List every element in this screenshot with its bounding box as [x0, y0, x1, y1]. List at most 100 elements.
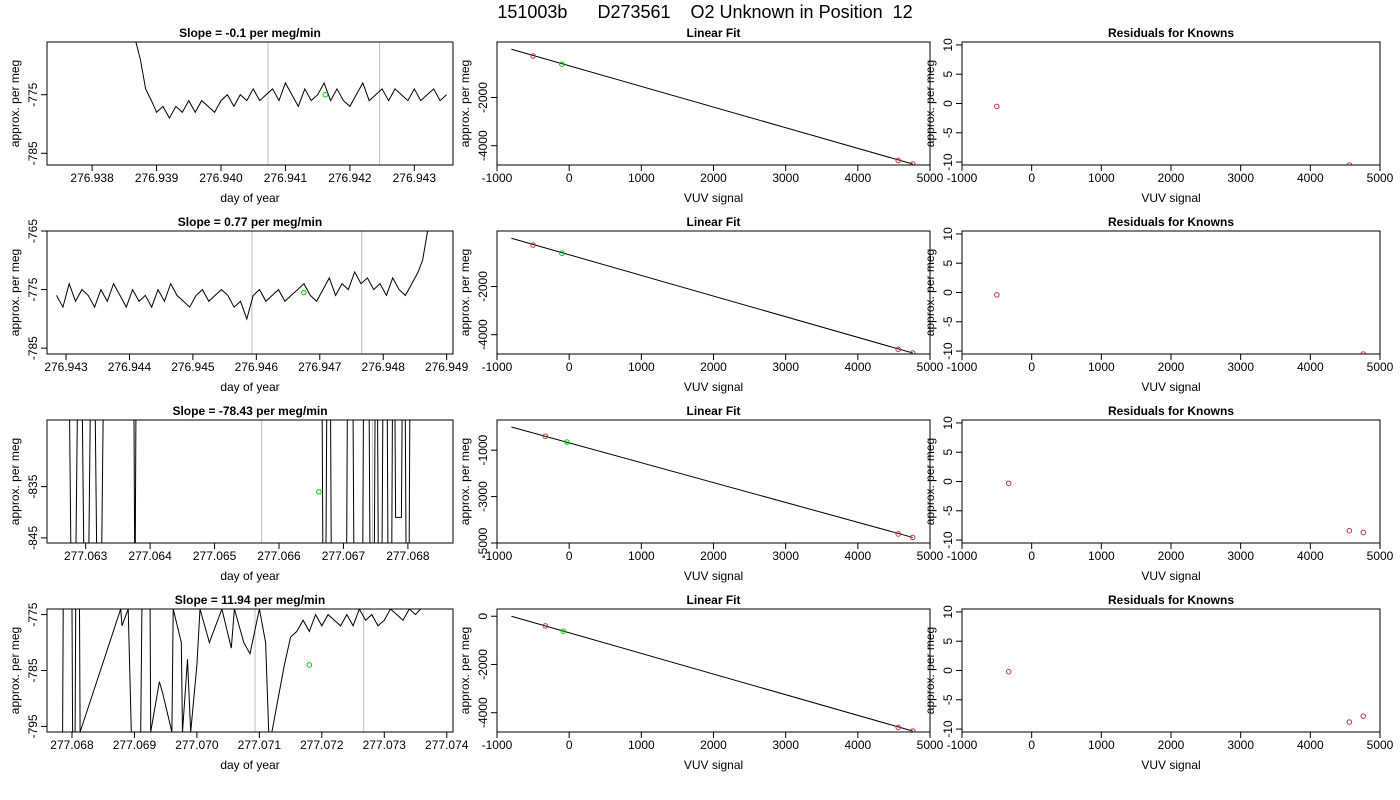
x-tick-label: 2000: [700, 738, 727, 752]
x-tick-label: 277.067: [322, 549, 366, 563]
x-tick-label: -1000: [482, 738, 513, 752]
y-tick-label: -2000: [476, 82, 490, 113]
x-tick-label: 1000: [628, 360, 655, 374]
x-tick-label: -1000: [947, 549, 978, 563]
panel-title: Linear Fit: [686, 404, 740, 418]
x-tick-label: -1000: [482, 171, 513, 185]
data-point: [301, 289, 307, 296]
x-tick-label: 276.941: [264, 171, 308, 185]
x-axis-label: VUV signal: [684, 758, 743, 772]
data-point: [895, 157, 902, 164]
data-point: [994, 103, 1000, 110]
x-tick-label: 277.074: [425, 738, 469, 752]
x-tick-label: 277.065: [193, 549, 237, 563]
x-tick-label: 2000: [700, 171, 727, 185]
plot-area: [56, 231, 429, 354]
data-point: [559, 250, 565, 256]
plot-frame: [496, 230, 931, 355]
x-tick-label: 5000: [917, 738, 944, 752]
plot-area: [511, 237, 916, 354]
x-tick-label: 277.068: [50, 738, 94, 752]
y-tick-label: -2000: [476, 271, 490, 302]
x-tick-label: -1000: [947, 360, 978, 374]
x-tick-label: 0: [566, 360, 573, 374]
x-tick-label: 0: [1028, 738, 1035, 752]
y-tick-label: -4000: [476, 697, 490, 728]
panel-linear-fit-4: Linear Fit VUV signal approx. per meg -1000…: [458, 593, 944, 772]
panel-timeseries-3: Slope = -78.43 per meg/min day of year app…: [8, 404, 454, 583]
y-tick-label: -795: [26, 714, 40, 738]
data-point: [322, 91, 329, 98]
x-tick-label: 1000: [1088, 549, 1115, 563]
panel-title: Residuals for Knowns: [1108, 26, 1234, 40]
data-point: [895, 346, 902, 353]
plot-area: [994, 292, 1367, 354]
series-line: [56, 231, 429, 321]
x-tick-label: 276.942: [328, 171, 372, 185]
plot-frame: [46, 608, 454, 733]
panel-linear-fit-2: Linear Fit VUV signal approx. per meg -1000…: [458, 215, 944, 394]
x-tick-label: 277.069: [113, 738, 157, 752]
x-tick-label: 276.943: [44, 360, 88, 374]
panel-title: Linear Fit: [686, 215, 740, 229]
plot-frame: [961, 608, 1381, 733]
x-tick-label: 277.070: [175, 738, 219, 752]
plot-frame: [46, 419, 454, 544]
panel-residuals-3: Residuals for Knowns VUV signal approx. pe…: [923, 404, 1394, 583]
series-line: [135, 42, 447, 120]
y-axis-label: approx. per meg: [458, 60, 472, 147]
y-tick-label: 0: [941, 100, 955, 107]
panel-title: Linear Fit: [686, 26, 740, 40]
x-tick-label: 277.068: [386, 549, 430, 563]
x-tick-label: 4000: [1297, 738, 1324, 752]
y-tick-label: 10: [941, 416, 955, 430]
x-tick-label: 0: [566, 738, 573, 752]
panel-title: Residuals for Knowns: [1108, 215, 1234, 229]
plot-frame: [961, 419, 1381, 544]
panel-residuals-1: Residuals for Knowns VUV signal approx. pe…: [923, 26, 1394, 205]
y-axis-label: approx. per meg: [8, 60, 22, 147]
x-tick-label: 276.944: [108, 360, 152, 374]
y-tick-label: -835: [26, 474, 40, 498]
x-axis-label: day of year: [220, 569, 279, 583]
y-tick-label: -5: [941, 505, 955, 516]
x-tick-label: 4000: [844, 171, 871, 185]
x-tick-label: 277.066: [257, 549, 301, 563]
y-tick-label: -2000: [476, 649, 490, 680]
y-tick-label: -785: [26, 336, 40, 360]
y-tick-label: 0: [476, 613, 490, 620]
x-tick-label: 276.938: [70, 171, 114, 185]
x-tick-label: -1000: [947, 171, 978, 185]
x-axis-label: VUV signal: [1141, 758, 1200, 772]
x-tick-label: 4000: [1297, 360, 1324, 374]
x-axis-label: VUV signal: [1141, 569, 1200, 583]
data-point: [316, 488, 322, 495]
y-tick-label: 5: [941, 449, 955, 456]
x-tick-label: 3000: [1227, 738, 1254, 752]
x-tick-label: 3000: [1227, 171, 1254, 185]
x-tick-label: 3000: [772, 171, 799, 185]
series-line: [62, 609, 422, 732]
data-point: [909, 161, 916, 165]
y-tick-label: -785: [26, 141, 40, 165]
y-axis-label: approx. per meg: [8, 249, 22, 336]
panel-timeseries-1: Slope = -0.1 per meg/min day of year appro…: [8, 26, 454, 205]
x-axis-label: day of year: [220, 380, 279, 394]
x-tick-label: 277.071: [238, 738, 282, 752]
x-tick-label: 5000: [1367, 360, 1394, 374]
panel-title: Slope = 0.77 per meg/min: [178, 215, 322, 229]
x-axis-label: VUV signal: [684, 380, 743, 394]
x-tick-label: 5000: [1367, 171, 1394, 185]
data-point: [559, 61, 565, 67]
panel-residuals-4: Residuals for Knowns VUV signal approx. pe…: [923, 593, 1394, 772]
data-point: [895, 724, 902, 731]
x-tick-label: 276.946: [235, 360, 279, 374]
plot-frame: [496, 41, 931, 166]
y-tick-label: -10: [941, 531, 955, 549]
x-tick-label: 276.940: [199, 171, 243, 185]
data-point: [1360, 351, 1367, 354]
plot-area: [1005, 668, 1367, 725]
x-tick-label: 1000: [628, 549, 655, 563]
y-tick-label: -10: [941, 720, 955, 738]
